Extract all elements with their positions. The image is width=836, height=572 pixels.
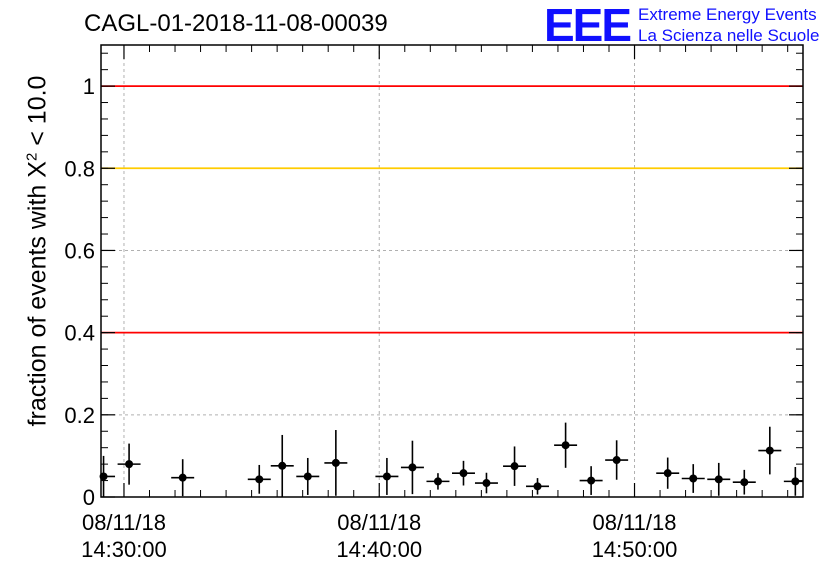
data-marker	[765, 446, 774, 455]
chart-title: CAGL-01-2018-11-08-00039	[84, 10, 388, 37]
data-point	[375, 457, 399, 495]
reference-lines	[101, 85, 803, 334]
data-marker	[459, 469, 468, 478]
data-marker	[663, 469, 672, 478]
data-point	[171, 459, 195, 497]
data-point	[270, 434, 294, 497]
data-point	[503, 446, 527, 486]
data-point	[681, 464, 705, 493]
y-tick-label: 0.6	[64, 238, 95, 263]
data-point	[247, 464, 271, 494]
data-marker	[612, 456, 621, 465]
y-axis-label: fraction of events with X2 < 10.0	[23, 76, 52, 427]
logo-line-2: La Scienza nelle Scuole	[638, 26, 820, 45]
data-point	[452, 460, 475, 486]
x-tick-label-time: 14:30:00	[81, 537, 167, 562]
data-point	[656, 457, 680, 489]
data-marker	[331, 458, 340, 467]
axis-ticks	[101, 45, 803, 498]
x-tick-label-date: 08/11/18	[337, 510, 421, 535]
x-tick-labels: 08/11/1814:30:0008/11/1814:40:0008/11/18…	[81, 510, 677, 562]
y-tick-label: 1	[83, 74, 95, 99]
x-tick-label-time: 14:40:00	[336, 537, 422, 562]
data-point	[526, 478, 550, 495]
data-marker	[587, 476, 596, 485]
y-tick-label: 0	[83, 485, 95, 510]
y-tick-label: 0.2	[64, 403, 95, 428]
data-marker	[740, 478, 749, 487]
y-tick-label: 0.4	[64, 321, 95, 346]
y-axis-label-suffix: < 10.0	[23, 75, 52, 153]
data-marker	[791, 477, 800, 486]
x-tick-label-date: 08/11/18	[593, 510, 677, 535]
logo-line-1: Extreme Energy Events	[638, 5, 817, 24]
data-marker	[689, 474, 698, 483]
data-point	[579, 466, 603, 495]
y-tick-label: 0.8	[64, 156, 95, 181]
data-point	[732, 469, 756, 495]
data-points	[99, 422, 803, 497]
data-marker	[408, 463, 417, 472]
eee-logo-mark: EEE	[544, 0, 632, 51]
data-point	[707, 462, 731, 496]
data-point	[324, 430, 348, 496]
y-axis-label-superscript: 2	[23, 152, 41, 162]
data-marker	[178, 473, 187, 482]
data-point	[400, 440, 424, 495]
data-marker	[510, 462, 519, 471]
x-tick-label-time: 14:50:00	[592, 537, 678, 562]
data-marker	[303, 472, 312, 481]
data-marker	[125, 460, 134, 469]
data-point	[758, 426, 782, 475]
data-marker	[433, 477, 442, 486]
data-marker	[278, 461, 287, 470]
data-point	[605, 440, 629, 480]
data-point	[474, 472, 498, 494]
data-point	[296, 457, 320, 495]
data-marker	[255, 475, 264, 484]
x-tick-label-date: 08/11/18	[82, 510, 166, 535]
data-point	[99, 455, 116, 497]
data-marker	[714, 475, 723, 484]
data-point	[426, 473, 450, 490]
plot-frame	[100, 44, 804, 498]
data-point	[554, 422, 578, 468]
y-axis-label-prefix: fraction of events with X	[23, 161, 52, 427]
y-tick-labels: 0 0.2 0.4 0.6 0.8 1	[64, 74, 95, 510]
data-marker	[561, 441, 570, 450]
data-point	[783, 467, 803, 496]
data-point	[117, 443, 141, 485]
grid-lines	[101, 45, 803, 498]
data-marker	[382, 472, 391, 481]
data-marker	[533, 482, 542, 491]
data-marker	[482, 479, 491, 488]
